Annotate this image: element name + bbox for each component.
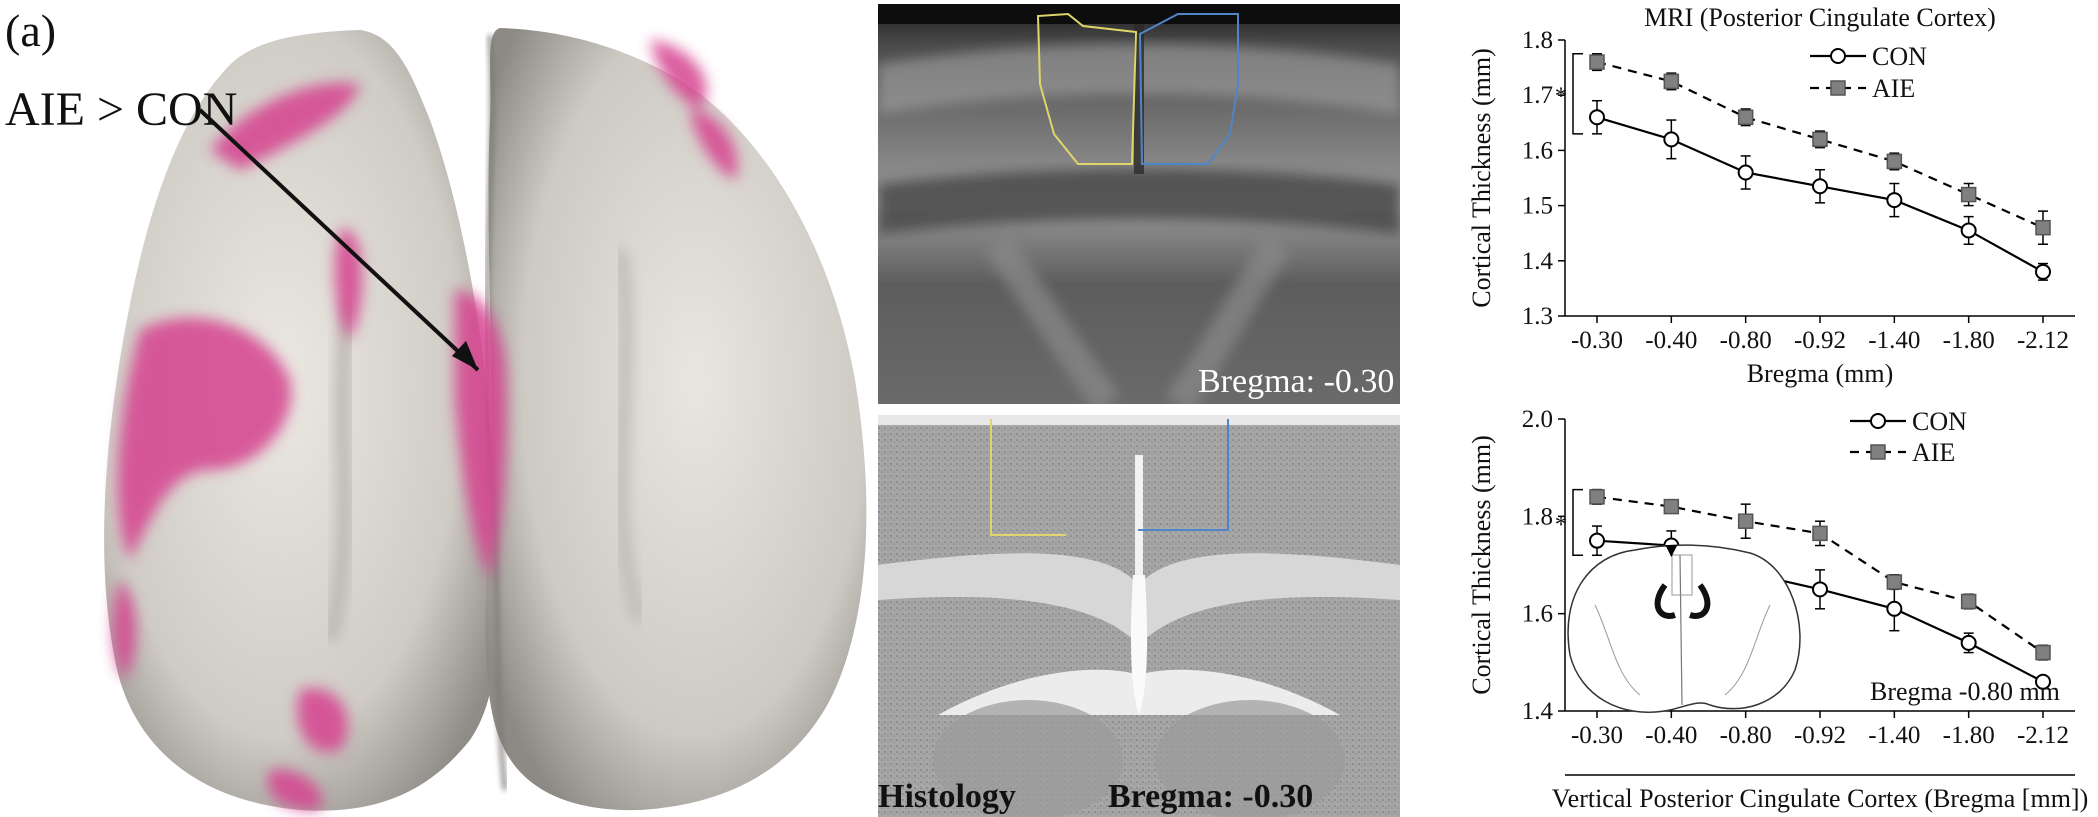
atlas-structure-lines — [1594, 604, 1771, 696]
x-axis-title: Bregma (mm) — [1747, 359, 1894, 388]
data-point-con — [1960, 222, 1977, 239]
data-point-aie — [1663, 498, 1680, 515]
x-tick-label: -0.40 — [1645, 722, 1697, 749]
inset-pointer-head — [1665, 545, 1678, 557]
y-tick-label: 1.6 — [1522, 137, 1553, 164]
x-tick-label: -0.30 — [1571, 327, 1623, 354]
y-tick-label: 1.4 — [1522, 698, 1554, 725]
roi-right-outline — [1138, 13, 1239, 165]
data-point-aie — [1589, 489, 1605, 505]
y-axis-title: Cortical Thickness (mm) — [1467, 435, 1496, 694]
data-point-aie — [1960, 186, 1977, 203]
histology-thickness-chart-svg: 1.4 1.6 1.8 2.0 -0.30 -0.40 -0.80 -0.92 -1.40 -1.… — [1467, 406, 2088, 813]
y-tick-label: 1.4 — [1522, 248, 1554, 275]
data-point-aie — [1737, 513, 1754, 529]
data-point-con — [1812, 581, 1828, 598]
y-tick-label: 1.8 — [1522, 27, 1553, 54]
atlas-inset: Bregma -0.80 mm — [1567, 544, 2060, 713]
data-point-con — [1589, 109, 1605, 126]
x-tick-label: -0.40 — [1645, 327, 1697, 354]
brain-annotation: AIE > CON — [5, 83, 237, 136]
x-tick-label: -0.80 — [1720, 327, 1772, 354]
histology-panel: Histology Bregma: -0.30 — [878, 415, 1400, 817]
panel-label: (a) — [5, 5, 56, 56]
data-point-aie — [1886, 574, 1903, 590]
legend-marker-con — [1870, 413, 1886, 429]
data-point-con — [2035, 673, 2051, 690]
y-axis-title: Cortical Thickness (mm) — [1467, 48, 1496, 307]
y-tick-label: 1.3 — [1522, 303, 1553, 330]
significance-bracket — [1572, 488, 1583, 557]
x-tick-label: -2.12 — [2017, 327, 2069, 354]
mri-thickness-chart-svg: MRI (Posterior Cingulate Cortex) 1.3 1.4 1.… — [1467, 3, 2075, 388]
roi-left-outline — [1036, 12, 1138, 165]
atlas-ventricles — [1654, 583, 1711, 619]
arrow-head — [452, 341, 478, 370]
histology-image: Histology Bregma: -0.30 — [878, 415, 1400, 817]
data-point-aie — [1589, 54, 1605, 70]
mri-slice-panel: Bregma: -0.30 — [878, 4, 1400, 404]
legend-label-con: CON — [1872, 42, 1927, 71]
y-tick-label: 1.5 — [1522, 193, 1553, 220]
significance-marker: * — [1555, 83, 1568, 110]
data-point-aie — [1663, 73, 1680, 90]
x-tick-label: -1.80 — [1943, 327, 1995, 354]
data-point-con — [1812, 178, 1828, 195]
data-point-con — [1886, 192, 1903, 209]
y-tick-label: 1.6 — [1522, 601, 1553, 628]
legend-label-aie: AIE — [1872, 74, 1915, 103]
legend-label-con: CON — [1912, 407, 1967, 436]
atlas-midline — [1679, 554, 1683, 706]
legend-label-aie: AIE — [1912, 438, 1955, 467]
mri-thickness-chart: MRI (Posterior Cingulate Cortex) 1.3 1.4 1.… — [1410, 0, 2098, 405]
x-tick-label: -0.92 — [1794, 327, 1846, 354]
data-point-aie — [1960, 593, 1977, 610]
data-point-con — [2035, 263, 2051, 280]
x-tick-label: -0.92 — [1794, 722, 1846, 749]
histology-bregma-label: Bregma: -0.30 — [1108, 778, 1313, 815]
significance-marker: * — [1555, 511, 1568, 538]
x-tick-label: -1.80 — [1943, 722, 1995, 749]
significance-bracket — [1572, 53, 1583, 135]
x-tick-label: -1.40 — [1868, 722, 1920, 749]
y-tick-label: 1.8 — [1522, 503, 1553, 530]
mri-slice-image: Bregma: -0.30 — [878, 4, 1400, 404]
chart-title: MRI (Posterior Cingulate Cortex) — [1644, 3, 1996, 32]
data-point-aie — [2035, 219, 2051, 236]
legend-marker-con — [1830, 48, 1846, 64]
annotation-arrow — [198, 108, 480, 372]
data-point-aie — [1812, 525, 1828, 542]
data-point-con — [1663, 131, 1680, 148]
data-point-con — [1960, 634, 1977, 651]
brain-surface-render: (a) AIE > CON — [5, 5, 867, 811]
legend-marker-aie — [1830, 80, 1846, 96]
data-point-aie — [1886, 153, 1903, 170]
inset-bregma-label: Bregma -0.80 mm — [1870, 677, 2060, 706]
x-tick-label: -1.40 — [1868, 327, 1920, 354]
x-tick-label: -0.80 — [1720, 722, 1772, 749]
histology-roi-left — [990, 419, 1066, 536]
data-point-aie — [1812, 131, 1828, 148]
histology-roi-right — [1138, 419, 1229, 531]
right-hemisphere — [485, 28, 867, 811]
y-tick-label: 2.0 — [1522, 406, 1553, 433]
data-point-con — [1737, 164, 1754, 181]
x-axis-title: Vertical Posterior Cingulate Cortex (Bre… — [1552, 784, 2088, 813]
significant-clusters — [113, 40, 738, 811]
histology-thickness-chart: 1.4 1.6 1.8 2.0 -0.30 -0.40 -0.80 -0.92 -1.40 -1.… — [1410, 405, 2098, 817]
data-point-con — [1886, 600, 1903, 617]
data-point-aie — [2035, 644, 2051, 661]
x-tick-label: -0.30 — [1571, 722, 1623, 749]
data-point-aie — [1737, 109, 1754, 126]
brain-surface-panel: (a) AIE > CON — [0, 0, 880, 817]
legend-marker-aie — [1870, 444, 1886, 460]
y-tick-label: 1.7 — [1522, 82, 1553, 109]
data-point-con — [1589, 532, 1605, 549]
atlas-roi-box — [1671, 554, 1693, 596]
histology-label: Histology — [878, 778, 1016, 815]
mri-bregma-label: Bregma: -0.30 — [1198, 363, 1394, 400]
x-tick-label: -2.12 — [2017, 722, 2069, 749]
atlas-outline — [1567, 544, 1801, 713]
left-hemisphere — [104, 30, 499, 811]
